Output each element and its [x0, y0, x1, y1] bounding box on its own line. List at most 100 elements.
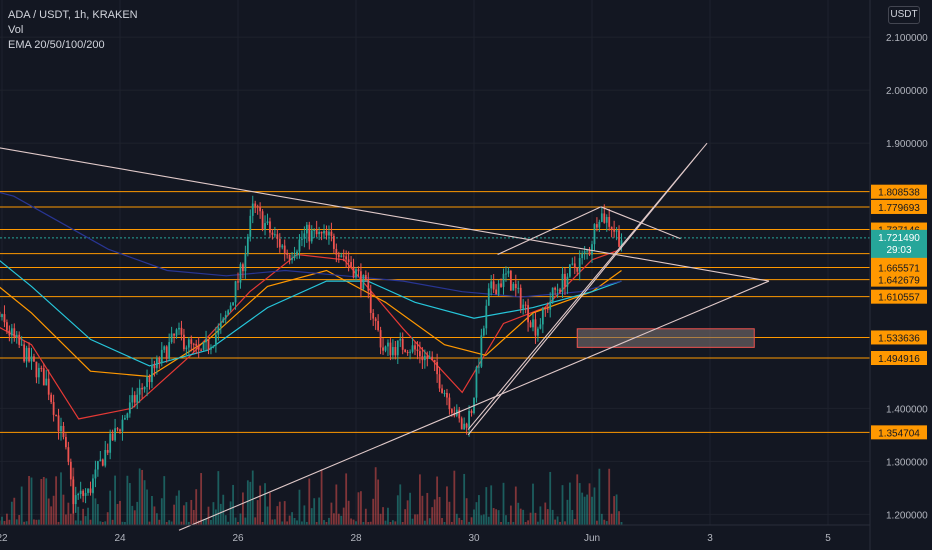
volume-bar	[320, 469, 323, 525]
ema-indicator-label[interactable]: EMA 20/50/100/200	[8, 39, 105, 51]
level-price-label: 1.610557	[878, 293, 920, 304]
candle-body	[148, 376, 151, 383]
candle-body	[232, 302, 234, 306]
candle-body	[155, 358, 158, 369]
volume-bar	[264, 483, 266, 525]
volume-bar	[605, 521, 608, 525]
volume-bar	[561, 485, 564, 525]
candle-body	[293, 254, 296, 259]
candle-body	[409, 351, 411, 353]
candle-body	[84, 492, 87, 496]
candle-body	[546, 308, 549, 310]
volume-bar	[446, 486, 448, 525]
candle-body	[237, 281, 239, 283]
volume-bar	[244, 517, 247, 525]
volume-bar	[495, 509, 498, 525]
candle-body	[505, 273, 507, 275]
volume-bar	[158, 519, 161, 525]
candle-body	[379, 330, 382, 348]
candle-body	[40, 367, 43, 369]
volume-bar	[551, 509, 554, 525]
candle-body	[25, 347, 28, 362]
candle-body	[138, 387, 141, 395]
candle-body	[367, 279, 370, 291]
volume-bar	[305, 521, 308, 525]
candle-body	[571, 263, 574, 265]
volume-bar	[84, 516, 87, 525]
candle-body	[57, 415, 60, 432]
candle-body	[79, 490, 82, 495]
volume-bar	[143, 480, 146, 525]
volume-indicator-label[interactable]: Vol	[8, 24, 24, 36]
symbol-title[interactable]: ADA / USDT, 1h, KRAKEN	[8, 9, 138, 21]
volume-bar	[509, 505, 512, 525]
candle-body	[615, 230, 618, 232]
candle-body	[136, 394, 139, 403]
volume-bar	[458, 517, 461, 525]
ema-line-3	[0, 260, 622, 367]
candle-body	[119, 429, 121, 432]
volume-bar	[278, 501, 281, 525]
candle-body	[441, 388, 443, 393]
volume-bar	[234, 517, 237, 525]
candle-body	[414, 345, 416, 350]
volume-bar	[183, 505, 185, 525]
candle-body	[598, 221, 601, 228]
candle-body	[534, 319, 537, 336]
volume-bar	[596, 520, 598, 525]
volume-bar	[82, 508, 85, 525]
volume-bar	[259, 485, 262, 525]
volume-bar	[576, 474, 579, 525]
volume-bar	[610, 513, 613, 525]
volume-bar	[30, 477, 33, 525]
volume-bar	[367, 521, 370, 525]
candle-body	[576, 267, 579, 272]
volume-bar	[556, 516, 559, 525]
volume-bar	[350, 518, 352, 525]
time-tick-label: 3	[707, 533, 713, 544]
level-price-badge	[871, 199, 927, 214]
candle-body	[342, 255, 345, 257]
volume-bar	[387, 507, 389, 525]
volume-bar	[119, 500, 121, 525]
volume-bar	[261, 521, 264, 525]
candle-body	[512, 283, 515, 291]
candle-body	[278, 238, 281, 248]
candle-body	[173, 333, 175, 336]
volume-bar	[544, 502, 547, 525]
candle-body	[33, 356, 35, 362]
candle-body	[286, 252, 289, 255]
candle-body	[610, 226, 613, 230]
candle-body	[217, 327, 220, 335]
candle-body	[394, 347, 397, 356]
candle-body	[519, 287, 522, 309]
candle-body	[249, 215, 252, 237]
volume-bar	[175, 495, 178, 525]
volume-bar	[60, 472, 62, 525]
candle-body	[23, 344, 26, 362]
volume-bar	[57, 521, 60, 525]
candle-body	[219, 322, 222, 328]
volume-bar	[65, 514, 67, 525]
volume-bar	[40, 478, 43, 525]
candle-body	[541, 307, 544, 325]
candle-body	[254, 203, 257, 207]
volume-bar	[106, 512, 109, 525]
volume-bar	[362, 521, 365, 525]
volume-bar	[323, 520, 325, 525]
candle-body	[364, 274, 367, 280]
candle-body	[271, 232, 274, 235]
candle-body	[259, 206, 262, 212]
candle-body	[133, 395, 136, 403]
candle-body	[175, 329, 178, 336]
candle-body	[6, 322, 8, 331]
volume-bar	[47, 498, 50, 525]
level-price-badge	[871, 289, 927, 304]
volume-bar	[399, 484, 402, 525]
currency-badge[interactable]: USDT	[888, 6, 920, 24]
volume-bar	[369, 521, 372, 525]
candle-body	[116, 428, 119, 430]
volume-bar	[566, 499, 569, 525]
candle-body	[242, 264, 244, 272]
